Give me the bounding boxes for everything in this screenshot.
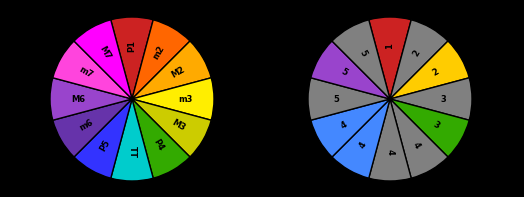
Text: 2: 2 — [431, 67, 441, 78]
Wedge shape — [132, 20, 190, 99]
Text: m2: m2 — [151, 44, 166, 61]
Wedge shape — [311, 99, 390, 157]
Text: P1: P1 — [127, 40, 136, 52]
Wedge shape — [369, 17, 411, 99]
Wedge shape — [390, 41, 469, 99]
Wedge shape — [74, 20, 132, 99]
Text: 2: 2 — [411, 48, 422, 58]
Text: 4: 4 — [386, 149, 395, 155]
Wedge shape — [111, 99, 153, 181]
Wedge shape — [53, 41, 132, 99]
Wedge shape — [53, 99, 132, 157]
Text: M6: M6 — [72, 95, 86, 103]
Text: 5: 5 — [339, 67, 348, 78]
Text: M2: M2 — [170, 65, 187, 80]
Wedge shape — [390, 20, 448, 99]
Text: m6: m6 — [78, 118, 94, 133]
Wedge shape — [111, 17, 153, 99]
Wedge shape — [390, 78, 472, 120]
Wedge shape — [132, 78, 214, 120]
Text: 5: 5 — [334, 95, 340, 103]
Text: 4: 4 — [339, 120, 348, 131]
Text: 1: 1 — [386, 43, 395, 49]
Wedge shape — [308, 78, 390, 120]
Wedge shape — [390, 99, 448, 178]
Text: 3: 3 — [431, 120, 441, 131]
Text: M7: M7 — [98, 45, 113, 61]
Text: P4: P4 — [152, 138, 166, 153]
Text: M3: M3 — [170, 118, 187, 133]
Wedge shape — [390, 99, 469, 157]
Text: 3: 3 — [441, 95, 446, 103]
Text: 5: 5 — [358, 48, 369, 58]
Wedge shape — [332, 99, 390, 178]
Text: TT: TT — [127, 146, 136, 158]
Wedge shape — [311, 41, 390, 99]
Text: 4: 4 — [358, 140, 369, 150]
Text: m7: m7 — [78, 65, 94, 80]
Text: m3: m3 — [178, 95, 192, 103]
Wedge shape — [132, 41, 211, 99]
Wedge shape — [332, 20, 390, 99]
Wedge shape — [132, 99, 190, 178]
Text: 4: 4 — [411, 140, 422, 150]
Wedge shape — [369, 99, 411, 181]
Wedge shape — [74, 99, 132, 178]
Wedge shape — [132, 99, 211, 157]
Text: P5: P5 — [99, 138, 112, 153]
Wedge shape — [50, 78, 132, 120]
